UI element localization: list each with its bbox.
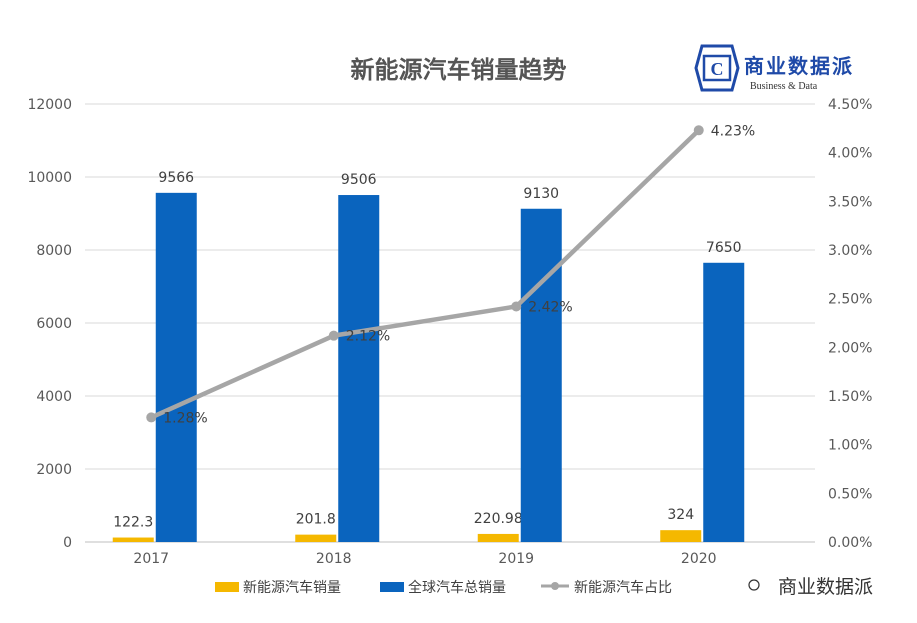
bar-data-label: 9130 bbox=[523, 186, 559, 202]
wechat-icon bbox=[748, 579, 760, 591]
bar-global-sales bbox=[703, 262, 745, 542]
category-label: 2018 bbox=[316, 551, 352, 567]
right-tick-label: 0.50% bbox=[828, 486, 872, 502]
bar-data-label: 201.8 bbox=[296, 512, 336, 528]
left-tick-label: 0 bbox=[63, 535, 72, 551]
line-data-label: 4.23% bbox=[711, 123, 755, 139]
line-data-label: 2.42% bbox=[528, 299, 572, 315]
right-axis-ticks: 0.00% 0.50% 1.00% 1.50% 2.00% 2.50% 3.00% 3.50%… bbox=[828, 97, 872, 551]
logo-name: 商业数据派 bbox=[744, 54, 854, 78]
line-data-label: 2.12% bbox=[346, 329, 390, 345]
left-tick-label: 8000 bbox=[36, 243, 72, 259]
right-tick-label: 4.50% bbox=[828, 97, 872, 113]
legend-swatch-nev-sales bbox=[215, 582, 239, 592]
bar-global-sales bbox=[338, 195, 380, 542]
category-label: 2019 bbox=[498, 551, 534, 567]
legend-swatch-nev-share bbox=[541, 582, 569, 590]
right-tick-label: 1.50% bbox=[828, 389, 872, 405]
bar-data-label: 7650 bbox=[706, 240, 742, 256]
legend-label-nev-share: 新能源汽车占比 bbox=[574, 580, 672, 596]
logo-letter: C bbox=[711, 59, 724, 79]
watermark-text: 商业数据派 bbox=[778, 576, 874, 598]
logo-hex-icon: C bbox=[694, 44, 740, 92]
line-point bbox=[328, 330, 339, 341]
logo-subtitle: Business & Data bbox=[750, 81, 818, 92]
chart-title: 新能源汽车销量趋势 bbox=[350, 56, 567, 84]
right-tick-label: 3.00% bbox=[828, 243, 872, 259]
left-tick-label: 2000 bbox=[36, 462, 72, 478]
category-label: 2020 bbox=[681, 551, 717, 567]
line-series: 1.28% 2.12% 2.42% 4.23% bbox=[146, 123, 755, 426]
bar-data-label: 220.98 bbox=[474, 511, 523, 527]
right-tick-label: 0.00% bbox=[828, 535, 872, 551]
category-label: 2017 bbox=[133, 551, 169, 567]
legend-label-global-sales: 全球汽车总销量 bbox=[408, 580, 506, 596]
line-data-label: 1.28% bbox=[163, 410, 207, 426]
right-tick-label: 2.50% bbox=[828, 292, 872, 308]
bars: 122.3 201.8 220.98 324 9566 9506 9130 7650 bbox=[112, 170, 745, 542]
line-point bbox=[146, 412, 157, 423]
brand-logo: C 商业数据派 Business & Data bbox=[694, 44, 894, 94]
left-tick-label: 12000 bbox=[27, 97, 72, 113]
right-tick-label: 1.00% bbox=[828, 438, 872, 454]
line-nev-share bbox=[150, 128, 701, 420]
right-tick-label: 2.00% bbox=[828, 340, 872, 356]
bar-data-label: 9566 bbox=[158, 170, 194, 186]
line-point bbox=[511, 301, 522, 312]
right-tick-label: 3.50% bbox=[828, 194, 872, 210]
line-point bbox=[693, 125, 704, 136]
bar-nev-sales bbox=[660, 530, 702, 542]
category-labels: 2017 2018 2019 2020 bbox=[133, 551, 716, 567]
bar-data-label: 9506 bbox=[341, 172, 377, 188]
left-tick-label: 6000 bbox=[36, 316, 72, 332]
legend-swatch-global-sales bbox=[380, 582, 404, 592]
bar-data-label: 324 bbox=[667, 507, 694, 523]
legend-label-nev-sales: 新能源汽车销量 bbox=[243, 580, 341, 596]
left-axis-ticks: 0 2000 4000 6000 8000 10000 12000 bbox=[27, 97, 72, 551]
bar-nev-sales bbox=[477, 533, 519, 542]
bar-global-sales bbox=[520, 208, 562, 542]
gridlines bbox=[85, 103, 815, 543]
bar-nev-sales bbox=[295, 534, 337, 542]
left-tick-label: 10000 bbox=[27, 170, 72, 186]
right-tick-label: 4.00% bbox=[828, 146, 872, 162]
left-tick-label: 4000 bbox=[36, 389, 72, 405]
bar-global-sales bbox=[155, 192, 197, 542]
bar-nev-sales bbox=[112, 537, 154, 542]
bar-data-label: 122.3 bbox=[113, 515, 153, 531]
